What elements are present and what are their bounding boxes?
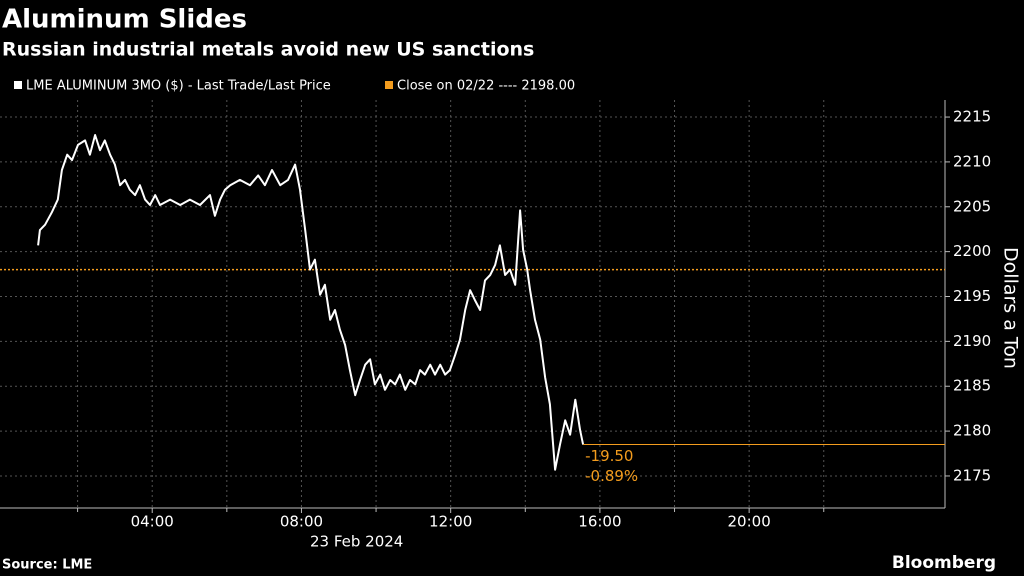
legend-swatch (14, 81, 22, 89)
y-tick-label: 2185 (953, 377, 991, 395)
y-tick-label: 2190 (953, 332, 991, 350)
y-axis-label: Dollars a Ton (1000, 247, 1022, 369)
x-tick-label: 08:00 (280, 513, 323, 531)
y-tick-label: 2195 (953, 287, 991, 305)
source: Source: LME (2, 558, 92, 573)
y-tick-label: 2180 (953, 422, 991, 440)
x-tick-label: 20:00 (728, 513, 771, 531)
chart-subtitle: Russian industrial metals avoid new US s… (2, 39, 534, 61)
price-line (37, 134, 585, 471)
change-label: -19.50 (585, 447, 633, 465)
x-tick-label: 16:00 (578, 513, 621, 531)
legend-label: LME ALUMINUM 3MO ($) - Last Trade/Last P… (26, 79, 331, 94)
y-tick-label: 2210 (953, 152, 991, 170)
x-tick-label: 12:00 (429, 513, 472, 531)
y-tick-label: 2175 (953, 466, 991, 484)
chart-title: Aluminum Slides (2, 5, 247, 35)
y-tick-label: 2215 (953, 108, 991, 126)
x-tick-label: 04:00 (131, 513, 174, 531)
y-tick-label: 2200 (953, 242, 991, 260)
change-pct-label: -0.89% (585, 467, 638, 485)
brand: Bloomberg (892, 553, 996, 573)
y-tick-label: 2205 (953, 197, 991, 215)
x-axis-label: 23 Feb 2024 (310, 533, 403, 551)
legend-label: Close on 02/22 ---- 2198.00 (397, 79, 575, 94)
legend-swatch (385, 81, 393, 89)
